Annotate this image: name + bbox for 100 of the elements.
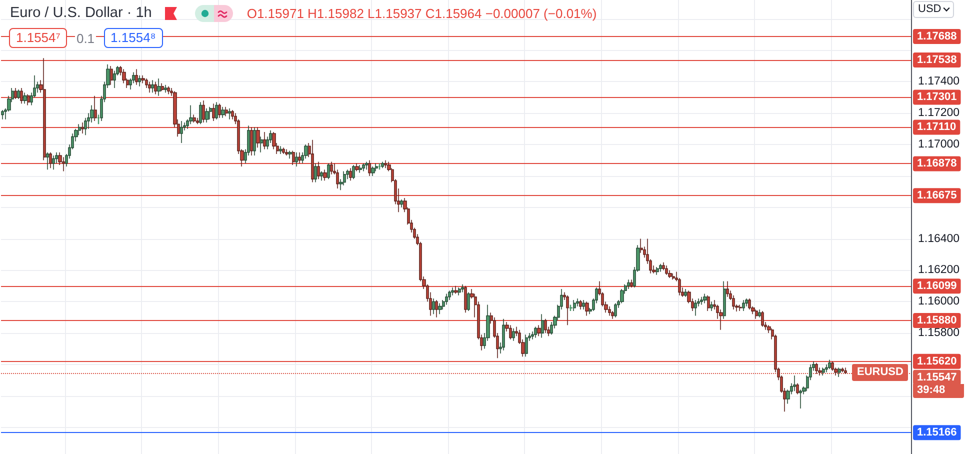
- candlestick: [359, 164, 362, 174]
- candlestick: [317, 161, 320, 180]
- candlestick: [349, 168, 352, 182]
- candlestick: [161, 82, 164, 92]
- ref-line-label: 1.16675: [917, 190, 957, 202]
- candlestick: [815, 362, 818, 374]
- candlestick: [467, 292, 470, 312]
- candlestick: [314, 162, 317, 183]
- candlestick: [209, 106, 212, 120]
- candlestick: [732, 294, 735, 310]
- chart-title: Euro / U.S. Dollar · 1h: [10, 5, 152, 21]
- candlestick: [707, 294, 710, 312]
- candlestick: [566, 294, 569, 326]
- candlestick: [512, 328, 515, 342]
- annotation: EURUSD: [852, 364, 908, 381]
- candlestick: [113, 70, 116, 88]
- candlestick: [461, 284, 464, 293]
- candlestick: [755, 309, 758, 320]
- candlestick: [311, 139, 314, 183]
- candlestick: [110, 66, 113, 86]
- candlestick: [189, 104, 193, 125]
- ref-line-label: 1.17110: [917, 121, 956, 134]
- candlestick: [327, 162, 330, 180]
- candlestick: [218, 103, 221, 118]
- candlestick: [288, 150, 292, 160]
- candlestick: [509, 324, 512, 340]
- y-tick-label: 1.15800: [918, 327, 960, 340]
- candlestick: [148, 81, 151, 94]
- ref-line-label: 1.15620: [917, 355, 957, 368]
- candlestick: [352, 164, 355, 180]
- candlestick: [614, 302, 617, 318]
- candlestick: [582, 300, 585, 310]
- ref-line-label: 1.15166: [917, 426, 957, 439]
- candlestick: [841, 367, 844, 373]
- candlestick: [17, 89, 20, 100]
- candlestick: [343, 170, 346, 186]
- text: 39:48: [913, 384, 964, 398]
- candlestick: [46, 152, 49, 170]
- candlestick: [585, 301, 589, 316]
- candlestick: [445, 293, 448, 306]
- candlestick: [544, 318, 547, 334]
- candlestick: [260, 136, 263, 153]
- annotation: 0.1: [75, 30, 96, 46]
- candlestick: [745, 298, 748, 307]
- candlestick: [703, 293, 707, 304]
- ref-line-label: 1.15547: [917, 371, 957, 384]
- candlestick: [193, 114, 196, 123]
- candlestick: [205, 108, 209, 123]
- candlestick: [684, 288, 687, 298]
- candlestick: [365, 161, 368, 170]
- y-tick-label: 1.17200: [918, 107, 960, 120]
- candlestick: [221, 106, 225, 118]
- candlestick: [199, 102, 202, 125]
- candlestick: [726, 280, 729, 298]
- candlestick: [739, 304, 742, 312]
- candlestick: [620, 288, 624, 304]
- candlestick: [279, 146, 282, 154]
- candlestick: [263, 132, 266, 150]
- candlestick: [295, 152, 298, 167]
- candlestick: [828, 359, 831, 370]
- candlestick: [371, 166, 375, 176]
- y-tick-label: 1.16200: [918, 264, 960, 276]
- candlestick: [822, 367, 825, 376]
- candlestick: [451, 287, 454, 296]
- candlestick: [694, 300, 697, 316]
- candlestick: [141, 75, 145, 84]
- candlestick: [196, 117, 199, 125]
- ref-line-label: 1.16099: [917, 280, 957, 292]
- candlestick: [438, 302, 442, 315]
- candlestick: [368, 160, 371, 176]
- candlestick: [384, 160, 387, 168]
- candlestick: [381, 161, 384, 168]
- candlestick: [464, 286, 467, 314]
- candlestick: [400, 199, 403, 208]
- y-tick-label: 1.16400: [918, 232, 960, 245]
- candlestick: [838, 367, 841, 378]
- candlestick: [719, 309, 723, 330]
- candlestick: [758, 309, 761, 318]
- candlestick: [818, 367, 822, 376]
- y-tick-label: 1.16000: [918, 296, 960, 308]
- candlestick: [710, 301, 713, 312]
- candlestick: [454, 286, 458, 294]
- candlestick: [145, 78, 148, 88]
- candlestick: [304, 144, 308, 160]
- candlestick: [458, 287, 461, 296]
- candlestick: [157, 78, 161, 96]
- ref-line-label: 1.16878: [917, 158, 957, 170]
- candlestick: [534, 326, 537, 338]
- candlestick: [662, 262, 665, 271]
- candlestick: [272, 132, 276, 150]
- candlestick: [250, 126, 253, 156]
- candlestick: [761, 310, 764, 328]
- candlestick: [362, 162, 365, 172]
- candlestick: [81, 122, 84, 134]
- candlestick: [282, 147, 285, 154]
- candlestick: [355, 162, 359, 172]
- candlestick: [742, 300, 745, 312]
- candlestick: [656, 266, 659, 276]
- candlestick: [793, 375, 796, 392]
- text: USD: [918, 2, 942, 17]
